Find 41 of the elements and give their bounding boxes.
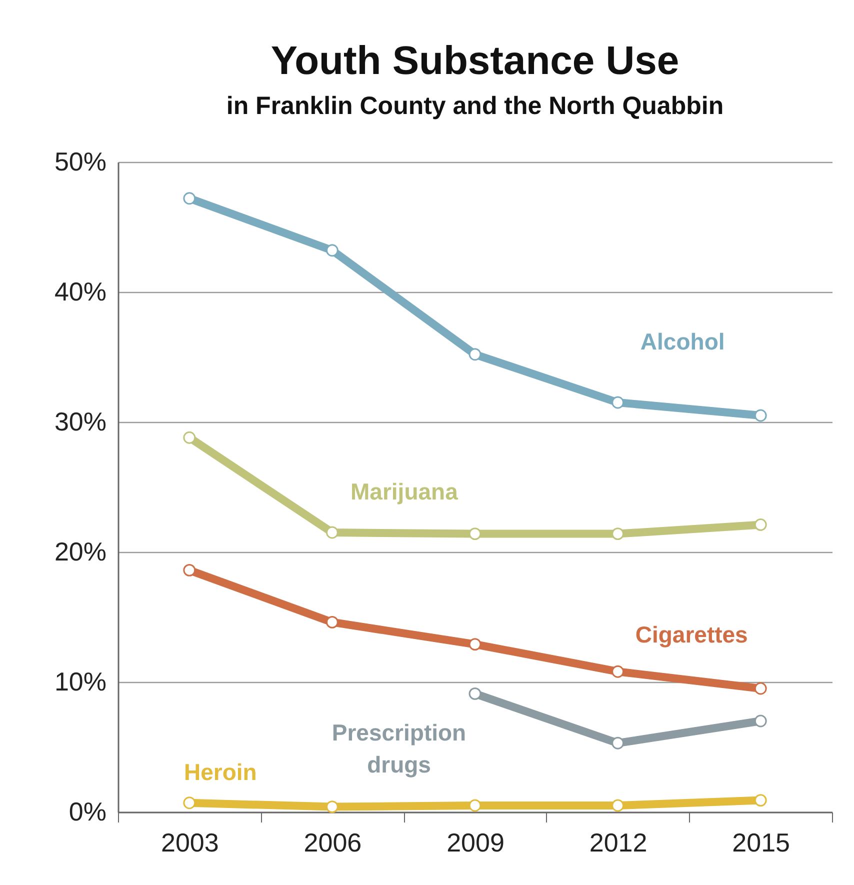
point [326,526,338,539]
point [612,799,624,812]
chart-subtitle: in Franklin County and the North Quabbin [226,92,724,120]
x-tick-label: 2003 [160,828,219,858]
point [612,736,624,750]
y-tick-label: 50% [54,146,106,176]
x-tick-label: 2015 [732,828,790,858]
point [326,616,338,628]
y-tick-label: 30% [54,406,106,436]
point [468,348,482,361]
series-label: Heroin [184,758,257,785]
chart-title: Youth Substance Use [270,39,680,83]
point [612,528,624,540]
y-tick-label: 40% [54,276,106,306]
point [183,564,196,576]
point [612,665,624,678]
x-tick-label: 2012 [589,828,648,858]
point [612,396,624,409]
y-tick-label: 20% [54,536,106,566]
x-tick-label: 2006 [304,828,362,858]
point [183,431,196,444]
point [183,192,196,205]
point [468,638,482,651]
point [468,799,482,812]
series-label: Cigarettes [635,622,748,648]
point [468,528,482,540]
point [326,800,338,814]
x-tick-label: 2009 [446,828,504,858]
y-tick-label: 0% [68,796,106,826]
text: Alcohol [640,328,725,354]
point [754,794,767,807]
y-tick-label: 10% [54,666,106,696]
series-label: Prescription drugs [332,720,466,778]
point [754,714,767,728]
point [754,409,767,422]
point [183,796,196,810]
point [754,518,767,531]
series-label: Marijuana [350,478,458,504]
point [754,682,767,695]
point [326,244,338,257]
point [468,687,482,700]
